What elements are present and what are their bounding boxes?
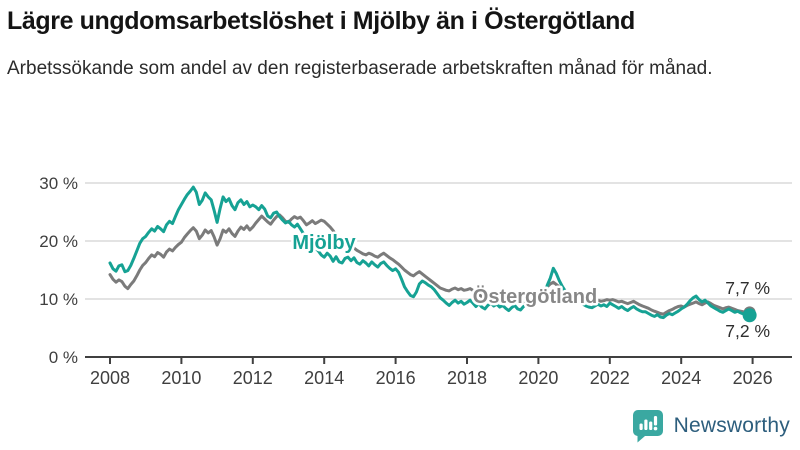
x-axis-tick-label: 2022 [590, 368, 630, 388]
x-axis-tick-label: 2014 [304, 368, 344, 388]
chart-subtitle: Arbetssökande som andel av den registerb… [7, 58, 713, 79]
end-value-mjolby: 7,2 % [725, 321, 770, 341]
unemployment-line-chart-svg: 30 % 20 % 10 % 0 % 2008 2010 2012 2014 2016 2018 2… [39, 174, 792, 388]
x-axis-tick-label: 2020 [518, 368, 558, 388]
series-line-ostergotland [108, 213, 752, 316]
series-label-mjolby: Mjölby [292, 232, 356, 254]
series-line-mjolby [108, 185, 752, 320]
x-axis-tick-label: 2024 [661, 368, 701, 388]
brand-name: Newsworthy [673, 414, 790, 437]
x-axis-tick-label: 2012 [233, 368, 273, 388]
chart-header: Lägre ungdomsarbetslöshet i Mjölby än i … [7, 6, 793, 82]
chart-title: Lägre ungdomsarbetslöshet i Mjölby än i … [7, 7, 635, 35]
brand-footer: Newsworthy [631, 408, 790, 444]
end-value-ostergotland: 7,7 % [725, 278, 770, 298]
end-dot-mjolby [742, 308, 757, 323]
x-axis-tick-label: 2016 [376, 368, 416, 388]
y-axis-tick-label: 30 % [39, 174, 78, 193]
x-axis-tick-label: 2026 [733, 368, 773, 388]
series-label-ostergotland: Östergötland [473, 285, 597, 308]
x-axis-tick-label: 2010 [161, 368, 201, 388]
y-axis-tick-label: 20 % [39, 232, 78, 251]
y-axis-tick-label: 0 % [49, 348, 78, 367]
newsworthy-logo-icon [632, 410, 663, 443]
y-axis-tick-label: 10 % [39, 290, 78, 309]
x-axis-tick-label: 2008 [90, 368, 130, 388]
line-chart: 30 % 20 % 10 % 0 % 2008 2010 2012 2014 2016 2018 2… [0, 152, 800, 402]
x-axis-tick-label: 2018 [447, 368, 487, 388]
